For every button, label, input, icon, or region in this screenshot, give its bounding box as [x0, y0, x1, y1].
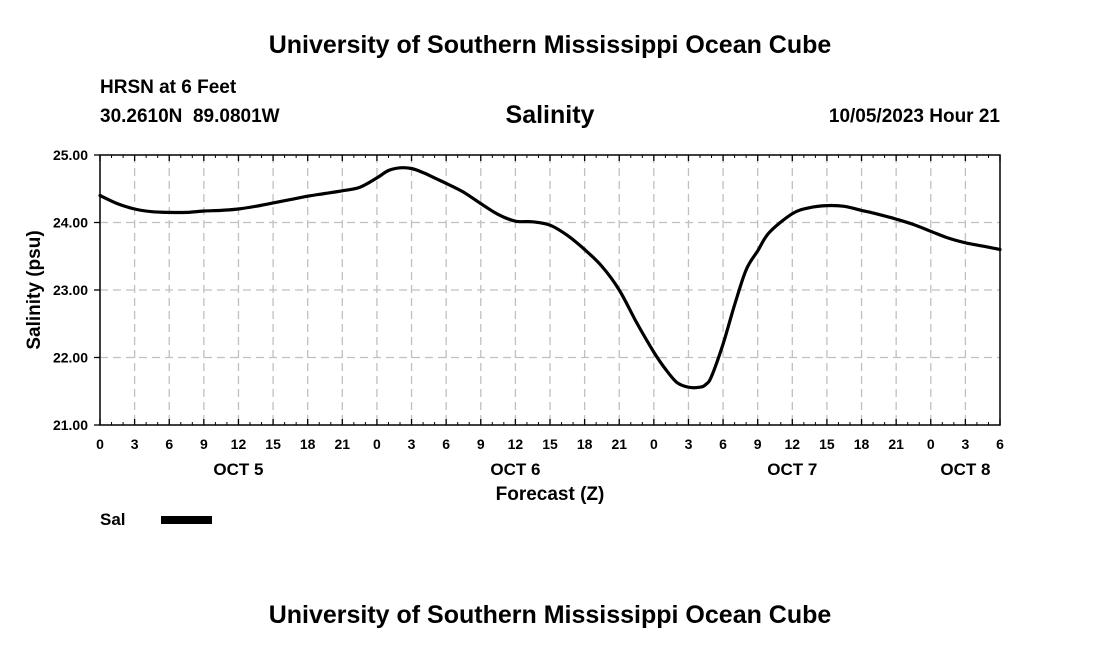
y-tick-label: 23.00 [53, 282, 88, 298]
x-tick-label: 15 [819, 436, 835, 452]
x-tick-label: 12 [231, 436, 247, 452]
y-tick-label: 21.00 [53, 417, 88, 433]
x-tick-label: 3 [408, 436, 416, 452]
x-tick-label: 6 [165, 436, 173, 452]
page-title: University of Southern Mississippi Ocean… [268, 31, 832, 59]
x-tick-label: 9 [477, 436, 485, 452]
x-tick-label: 0 [927, 436, 935, 452]
x-tick-label: 12 [508, 436, 524, 452]
salinity-line [98, 166, 1002, 390]
forecast-date: 10/05/2023 Hour 21 [828, 106, 1000, 127]
x-tick-label: 0 [96, 436, 104, 452]
y-tick-label: 25.00 [53, 147, 88, 163]
x-tick-label: 6 [996, 436, 1004, 452]
plot-frame [99, 154, 1001, 426]
x-tick-label: 0 [373, 436, 381, 452]
day-label: OCT 6 [490, 460, 540, 479]
y-axis-label: Salinity (psu) [24, 230, 45, 349]
x-tick-label: 0 [650, 436, 658, 452]
y-tick-label: 22.00 [53, 350, 88, 366]
x-tick-label: 6 [719, 436, 727, 452]
x-tick-label: 9 [754, 436, 762, 452]
day-label: OCT 5 [213, 460, 263, 479]
x-tick-label: 18 [300, 436, 316, 452]
x-tick-label: 3 [961, 436, 969, 452]
x-tick-label: 9 [200, 436, 208, 452]
x-tick-label: 21 [335, 436, 351, 452]
x-tick-label: 21 [888, 436, 904, 452]
x-tick-label: 15 [265, 436, 281, 452]
day-label: OCT 8 [940, 460, 990, 479]
footer-title: University of Southern Mississippi Ocean… [268, 601, 832, 629]
x-axis-label: Forecast (Z) [496, 484, 605, 505]
x-tick-label: 18 [577, 436, 593, 452]
x-tick-label: 18 [854, 436, 870, 452]
station-coordinates: 30.2610N 89.0801W [100, 106, 280, 127]
y-tick-label: 24.00 [53, 215, 88, 231]
x-tick-label: 3 [131, 436, 139, 452]
x-tick-label: 12 [785, 436, 801, 452]
x-tick-label: 6 [442, 436, 450, 452]
day-label: OCT 7 [767, 460, 817, 479]
x-tick-label: 21 [611, 436, 627, 452]
legend-label: Sal [100, 510, 126, 529]
legend-swatch [161, 516, 212, 524]
x-tick-label: 3 [685, 436, 693, 452]
x-tick-label: 15 [542, 436, 558, 452]
station-label: HRSN at 6 Feet [100, 77, 237, 98]
chart-title: Salinity [505, 101, 595, 129]
